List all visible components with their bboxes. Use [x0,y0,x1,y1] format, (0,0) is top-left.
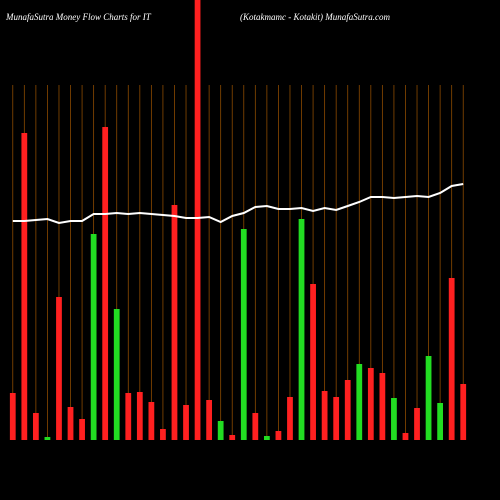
bar [287,397,293,440]
bar [298,219,305,440]
bar [356,364,363,440]
bar [148,402,155,440]
bar [217,421,224,440]
bar [32,413,39,440]
bar [448,278,455,440]
bar [437,403,444,440]
bar [79,419,85,440]
bar [206,400,213,440]
bar [102,127,109,440]
bar [113,309,120,440]
bar [171,205,178,440]
bar [367,368,374,440]
bar [183,405,189,440]
bar [391,398,397,440]
bar [252,413,259,440]
plot [9,0,467,440]
bar [460,384,467,440]
bar [275,431,282,440]
bar [263,436,270,440]
bar [344,380,351,440]
bar [321,391,328,440]
bar [379,373,386,440]
bar [333,397,340,440]
bar [44,437,51,440]
bar [136,392,143,440]
bar [160,429,166,440]
chart-title: MunafaSutra Money Flow Charts for IT [5,12,152,22]
bar [125,393,132,440]
bar [67,407,74,440]
grid [12,85,464,440]
money-flow-line [12,183,464,225]
bar [425,356,432,440]
bar [21,133,28,440]
bar [90,234,97,440]
bar [56,297,62,440]
bar [240,229,247,440]
bar [194,0,201,440]
bar [414,408,420,440]
bar [9,393,16,440]
chart-subtitle: (Kotakmamc - Kotakit) MunafaSutra.com [240,12,390,22]
bar [402,433,409,440]
bar [229,435,236,440]
bar [310,284,316,440]
